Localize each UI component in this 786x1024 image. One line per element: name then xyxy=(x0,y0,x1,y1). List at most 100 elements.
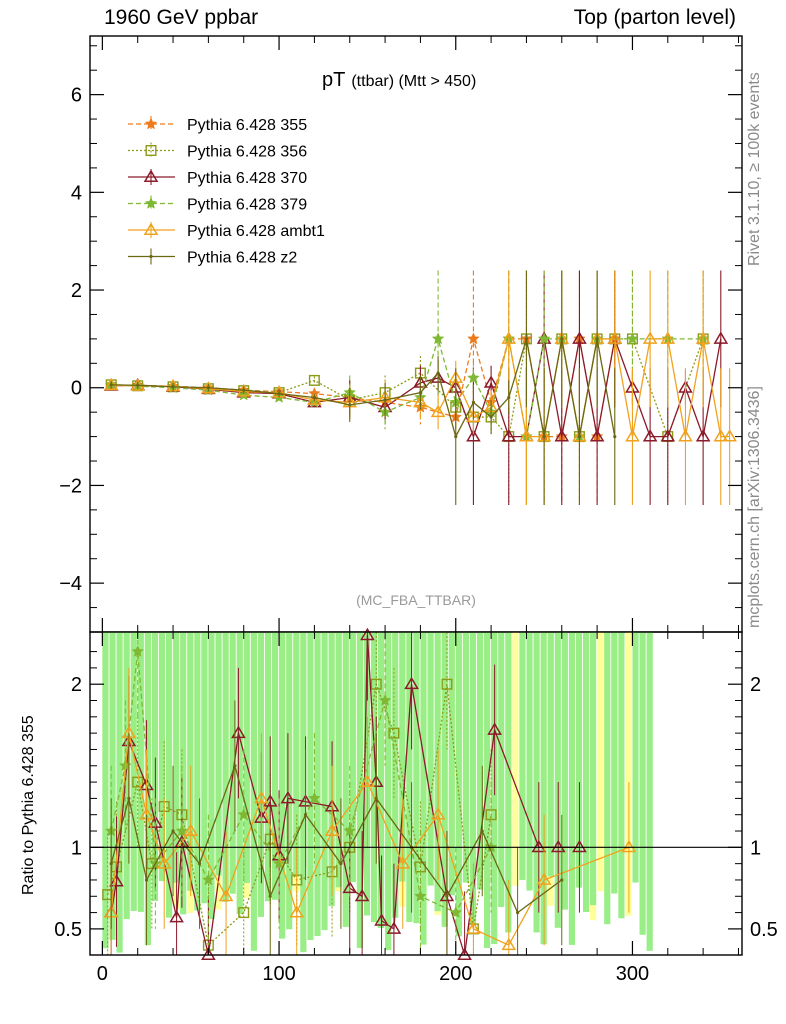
uncertainty-band-bin xyxy=(215,632,222,876)
legend-label: Pythia 6.428 ambt1 xyxy=(187,223,325,240)
uncertainty-band-bin xyxy=(236,632,243,915)
triangle-marker xyxy=(695,331,711,344)
triangle-marker xyxy=(169,910,184,923)
x-tick-label: 100 xyxy=(262,963,295,985)
uncertainty-band-bin xyxy=(441,632,448,927)
dot-marker xyxy=(577,434,582,439)
triangle-marker xyxy=(501,937,517,951)
uncertainty-band-bin xyxy=(356,632,363,949)
legend-label: Pythia 6.428 z2 xyxy=(187,250,297,267)
star-marker xyxy=(308,791,321,804)
legend-entry: Pythia 6.428 355 xyxy=(128,116,307,134)
dot-marker xyxy=(171,385,175,389)
legend-label: Pythia 6.428 356 xyxy=(187,144,307,161)
legend-entry: Pythia 6.428 379 xyxy=(128,195,307,214)
analysis-watermark: (MC_FBA_TTBAR) xyxy=(356,592,476,608)
triangle-marker xyxy=(501,429,517,442)
uncertainty-band-bin xyxy=(123,632,130,920)
uncertainty-band-bin xyxy=(130,632,137,911)
dot-marker xyxy=(136,383,140,387)
star-marker xyxy=(378,693,392,706)
triangle-marker xyxy=(678,429,693,442)
triangle-marker xyxy=(430,404,446,418)
square-marker xyxy=(308,374,320,386)
uncertainty-band-bin xyxy=(158,632,166,882)
ratio-line xyxy=(110,733,630,947)
uncertainty-band-bin xyxy=(243,632,250,884)
uncertainty-band-bin xyxy=(597,632,604,892)
header-process-label: Top (parton level) xyxy=(573,6,736,29)
uncertainty-band-bin xyxy=(385,632,392,951)
uncertainty-band-bin xyxy=(498,632,505,908)
uncertainty-band-bin xyxy=(469,632,477,924)
triangle-marker xyxy=(713,429,729,442)
triangle-marker xyxy=(109,874,124,887)
ratio-series-5 xyxy=(109,700,564,955)
uncertainty-band-bin xyxy=(427,632,434,886)
uncertainty-band-bin xyxy=(420,632,427,945)
triangle-marker xyxy=(360,627,375,641)
triangle-marker xyxy=(201,947,216,960)
star-marker xyxy=(144,196,158,209)
uncertainty-band-bin xyxy=(639,632,646,935)
ratio-tick-label-right: 2 xyxy=(750,674,761,696)
uncertainty-band-bin xyxy=(392,632,399,918)
star-marker xyxy=(131,644,145,657)
ratio-tick-label-right: 1 xyxy=(750,837,761,859)
dot-marker xyxy=(515,910,520,915)
uncertainty-band-bin xyxy=(307,632,314,941)
dot-marker xyxy=(436,371,440,375)
square-marker xyxy=(441,678,453,690)
triangle-marker xyxy=(457,947,472,960)
triangle-marker xyxy=(404,676,419,690)
triangle-marker xyxy=(713,331,729,344)
triangle-marker xyxy=(642,429,658,442)
star-marker xyxy=(537,332,551,345)
triangle-marker xyxy=(183,823,199,836)
triangle-marker xyxy=(466,409,481,422)
uncertainty-band-bin xyxy=(505,632,512,933)
ratio-tick-label-left: 2 xyxy=(71,674,82,696)
uncertainty-band-bin xyxy=(554,632,561,928)
dot-marker xyxy=(595,337,599,341)
uncertainty-band-bin xyxy=(279,632,286,939)
uncertainty-band-bin xyxy=(271,632,279,900)
uncertainty-band-bin xyxy=(293,632,300,877)
dot-marker xyxy=(542,434,546,439)
triangle-marker xyxy=(466,921,481,934)
uncertainty-band-bin xyxy=(540,632,547,945)
plot-title-main: pT xyxy=(322,69,345,91)
star-marker xyxy=(144,117,158,130)
uncertainty-band-bin xyxy=(512,632,519,886)
dot-marker xyxy=(171,829,175,833)
uncertainty-band-bin xyxy=(173,632,180,883)
dot-marker xyxy=(560,878,564,882)
dot-marker xyxy=(560,337,564,341)
dot-marker xyxy=(480,829,484,833)
triangle-marker xyxy=(354,888,370,902)
uncertainty-band-bin xyxy=(342,632,349,927)
x-tick-label: 200 xyxy=(439,963,472,985)
triangle-marker xyxy=(695,429,711,442)
triangle-marker xyxy=(519,429,534,442)
legend-label: Pythia 6.428 370 xyxy=(187,170,307,187)
uncertainty-band-bin xyxy=(575,632,583,888)
uncertainty-band-bin xyxy=(229,632,236,894)
triangle-marker xyxy=(625,429,640,442)
triangle-marker xyxy=(554,429,570,442)
dot-marker xyxy=(471,400,476,404)
triangle-marker xyxy=(262,794,278,807)
uncertainty-band-bin xyxy=(568,632,576,945)
triangle-marker xyxy=(487,722,502,735)
main-plot: −4 −2 0 2 4 6 pT (ttbar) (Mtt > 450) (MC_FBA_TTB… xyxy=(59,35,743,633)
star-marker xyxy=(449,905,463,918)
triangle-marker xyxy=(642,331,658,344)
square-marker xyxy=(132,776,144,788)
triangle-marker xyxy=(374,913,389,926)
uncertainty-band-bin xyxy=(625,632,632,916)
triangle-marker xyxy=(143,222,159,235)
star-marker xyxy=(626,332,639,345)
triangle-marker xyxy=(386,921,402,934)
triangle-marker xyxy=(324,823,340,836)
